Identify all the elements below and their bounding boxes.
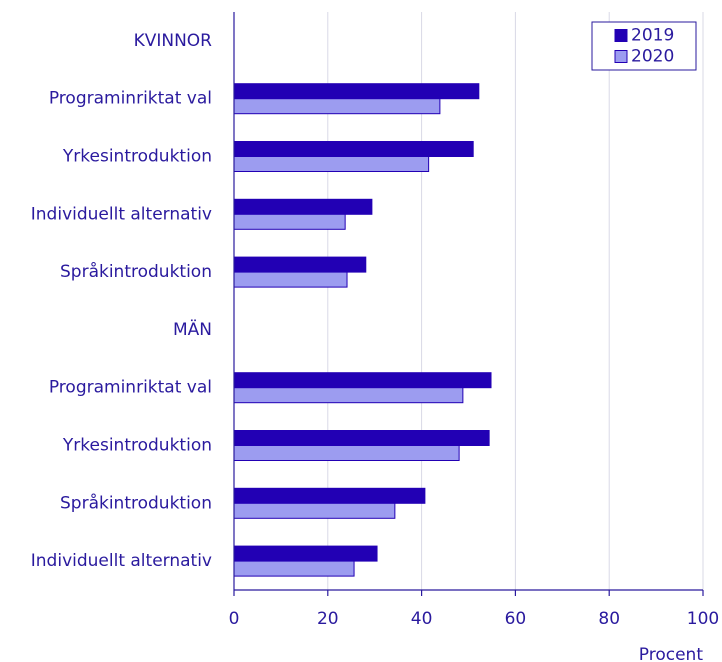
bar [233,545,378,562]
bar [233,98,441,115]
bar [233,487,426,504]
bar [233,271,348,288]
bar [233,156,430,172]
bar [233,256,367,273]
y-tick-label: Programinriktat val [49,89,212,109]
y-tick-label: Yrkesintroduktion [62,147,212,167]
bar [233,213,346,230]
y-tick-label: Språkintroduktion [60,492,212,513]
bar [233,372,492,389]
bar [233,141,474,157]
bar [233,198,373,215]
bar [233,387,464,404]
y-tick-label: Programinriktat val [49,378,212,398]
x-tick-label: 20 [317,609,339,629]
legend-label: 2020 [631,47,674,67]
y-tick-label: MÄN [173,319,212,340]
x-tick-label: 60 [505,609,527,629]
bar [233,560,355,577]
bar [233,445,460,461]
y-tick-label: Språkintroduktion [60,261,212,282]
x-tick-label: 100 [687,609,719,629]
bar [233,83,480,100]
x-tick-label: 40 [411,609,433,629]
y-tick-label: Individuellt alternativ [31,551,212,571]
y-tick-label: Yrkesintroduktion [62,436,212,456]
x-axis-label: Procent [639,645,704,662]
x-tick-label: 80 [598,609,620,629]
legend-swatch [614,50,628,63]
legend-swatch [614,29,628,42]
legend-label: 2019 [631,26,674,46]
bar [233,502,396,519]
legend-box [591,21,697,71]
y-tick-label: Individuellt alternativ [31,204,212,224]
y-tick-label: KVINNOR [134,31,213,51]
x-tick-label: 0 [229,609,240,629]
bar [233,430,490,446]
